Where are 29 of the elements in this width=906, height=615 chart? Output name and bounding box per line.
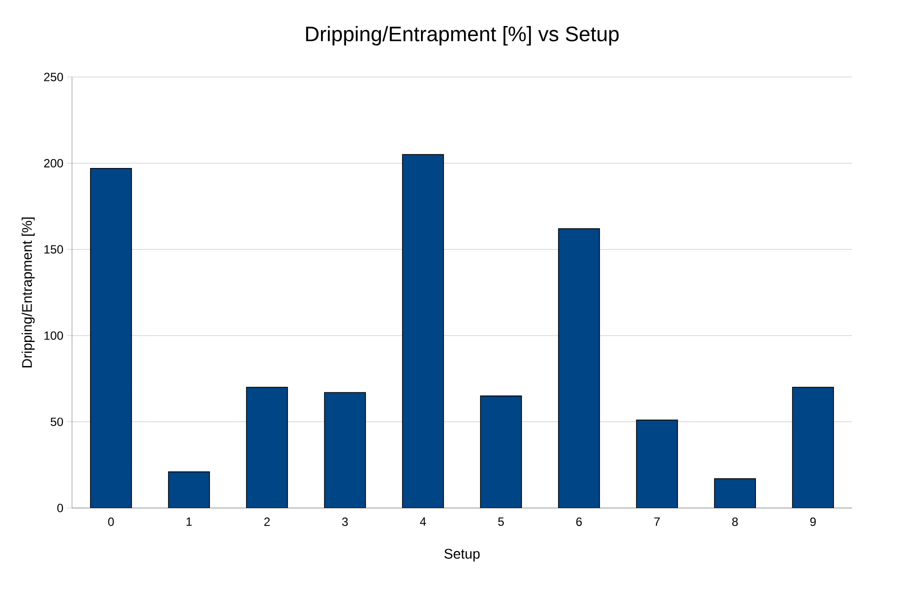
- chart-title: Dripping/Entrapment [%] vs Setup: [306, 26, 619, 46]
- y-tick-label: 0: [57, 504, 64, 512]
- y-tick-label: 150: [44, 245, 64, 254]
- x-axis-title: Setup: [444, 548, 480, 562]
- x-tick-label: 1: [186, 518, 192, 526]
- x-tick-label: 8: [732, 518, 738, 526]
- bar: [324, 392, 366, 508]
- y-axis-title: Dripping/Entrapment [%]: [22, 218, 35, 368]
- x-tick-label: 9: [810, 518, 816, 526]
- x-tick-label: 7: [654, 518, 660, 526]
- x-tick-label: 5: [498, 518, 504, 526]
- y-tick-label: 100: [44, 331, 64, 340]
- bar: [402, 154, 444, 508]
- bar: [90, 168, 132, 508]
- y-tick-label: 200: [44, 158, 64, 168]
- bar: [558, 228, 600, 508]
- bar: [792, 386, 834, 508]
- bar: [636, 420, 678, 508]
- x-tick-label: 4: [420, 518, 426, 526]
- x-tick-label: 0: [108, 518, 114, 526]
- y-tick-label: 250: [44, 72, 64, 82]
- bar: [246, 386, 288, 508]
- y-tick-label: 50: [50, 418, 64, 426]
- x-tick-label: 3: [342, 518, 348, 526]
- bar: [168, 471, 210, 508]
- bar: [480, 396, 522, 508]
- x-tick-label: 2: [264, 518, 270, 526]
- bar: [714, 478, 756, 508]
- x-tick-label: 6: [576, 518, 582, 526]
